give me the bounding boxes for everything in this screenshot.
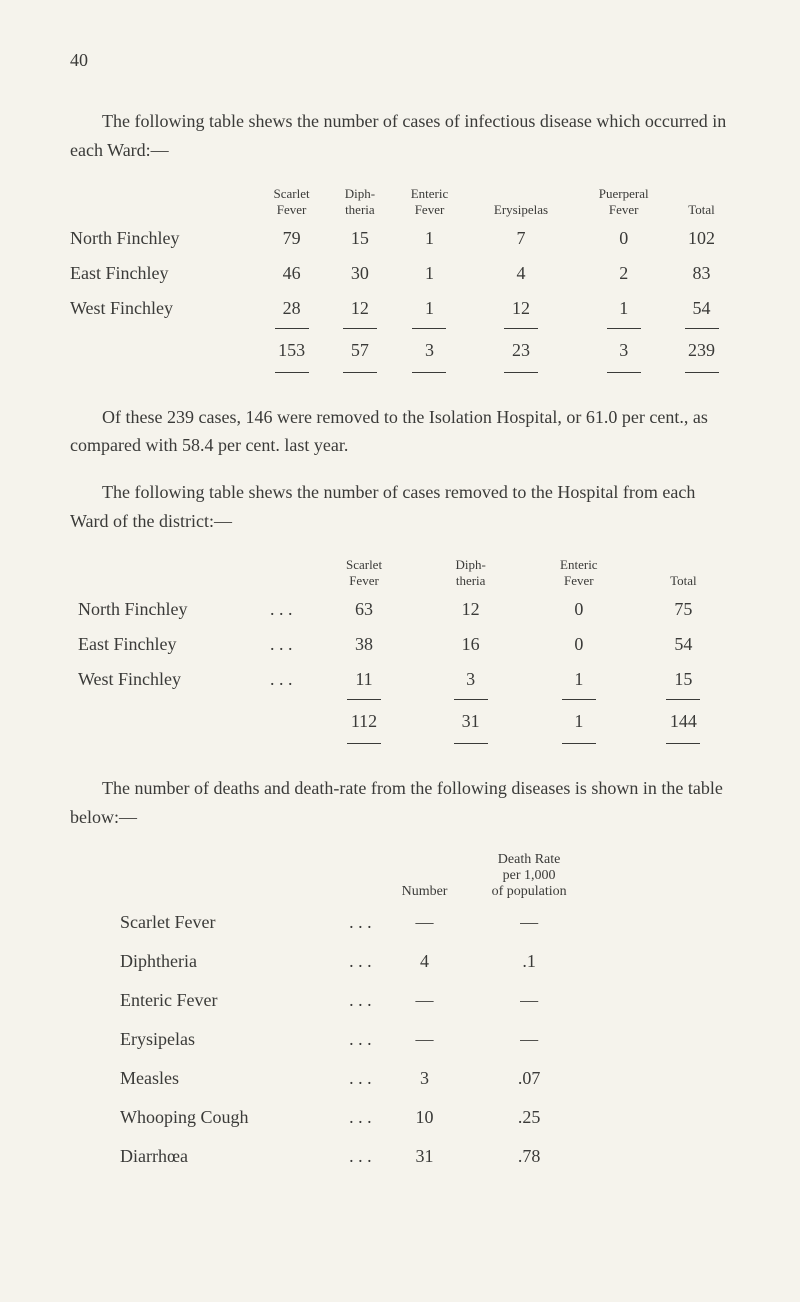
table-row: Enteric Fever . . . — — — [118, 981, 593, 1020]
ward-label: North Finchley — [70, 221, 255, 256]
table-row: West Finchley 28 12 1 12 1 54 — [70, 291, 730, 326]
paragraph-4: The number of deaths and death-rate from… — [70, 774, 730, 832]
ward-label: West Finchley — [70, 662, 255, 697]
disease-label: Diarrhœa — [118, 1137, 337, 1176]
ward-label: North Finchley — [70, 592, 255, 627]
col-scarlet: ScarletFever — [308, 554, 421, 592]
table-row: East Finchley 46 30 1 4 2 83 — [70, 256, 730, 291]
disease-label: Scarlet Fever — [118, 903, 337, 942]
dots: . . . — [337, 1020, 385, 1059]
col-diph: Diph-theria — [420, 554, 520, 592]
page-number: 40 — [70, 50, 730, 71]
ward-removed-table: ScarletFever Diph-theria EntericFever To… — [70, 554, 730, 746]
dots: . . . — [337, 981, 385, 1020]
table-total-row: 153 57 3 23 3 239 — [70, 326, 730, 375]
dots: . . . — [337, 1137, 385, 1176]
table-row: West Finchley . . . 11 3 1 15 — [70, 662, 730, 697]
dots: . . . — [337, 1059, 385, 1098]
table-row: North Finchley 79 15 1 7 0 102 — [70, 221, 730, 256]
disease-label: Measles — [118, 1059, 337, 1098]
intro-paragraph-1: The following table shews the number of … — [70, 107, 730, 165]
table-row: North Finchley . . . 63 12 0 75 — [70, 592, 730, 627]
table-total-row: 112 31 1 144 — [70, 697, 730, 746]
paragraph-2: Of these 239 cases, 146 were removed to … — [70, 403, 730, 461]
table-row: Diphtheria . . . 4 .1 — [118, 942, 593, 981]
table-row: East Finchley . . . 38 16 0 54 — [70, 627, 730, 662]
table-row: Diarrhœa . . . 31 .78 — [118, 1137, 593, 1176]
col-scarlet: ScarletFever — [255, 183, 329, 221]
disease-label: Erysipelas — [118, 1020, 337, 1059]
col-total: Total — [637, 554, 730, 592]
ward-label: West Finchley — [70, 291, 255, 326]
col-rate: Death Rateper 1,000of population — [465, 849, 593, 903]
col-enteric: EntericFever — [521, 554, 637, 592]
col-erysip: Erysipelas — [468, 183, 575, 221]
ward-label: East Finchley — [70, 256, 255, 291]
dots: . . . — [255, 627, 308, 662]
col-enteric: EntericFever — [391, 183, 467, 221]
table-row: Erysipelas . . . — — — [118, 1020, 593, 1059]
dots: . . . — [255, 662, 308, 697]
table-row: Scarlet Fever . . . — — — [118, 903, 593, 942]
table-row: Whooping Cough . . . 10 .25 — [118, 1098, 593, 1137]
dots: . . . — [337, 903, 385, 942]
paragraph-3: The following table shews the number of … — [70, 478, 730, 536]
ward-cases-table: ScarletFever Diph-theria EntericFever Er… — [70, 183, 730, 375]
disease-label: Diphtheria — [118, 942, 337, 981]
dots: . . . — [337, 1098, 385, 1137]
disease-label: Enteric Fever — [118, 981, 337, 1020]
disease-label: Whooping Cough — [118, 1098, 337, 1137]
col-diph: Diph-theria — [328, 183, 391, 221]
col-puerp: PuerperalFever — [574, 183, 673, 221]
dots: . . . — [337, 942, 385, 981]
ward-label: East Finchley — [70, 627, 255, 662]
dots: . . . — [255, 592, 308, 627]
death-rate-table: Number Death Rateper 1,000of population … — [118, 849, 593, 1176]
col-number: Number — [384, 849, 465, 903]
table-row: Measles . . . 3 .07 — [118, 1059, 593, 1098]
col-total: Total — [673, 183, 730, 221]
